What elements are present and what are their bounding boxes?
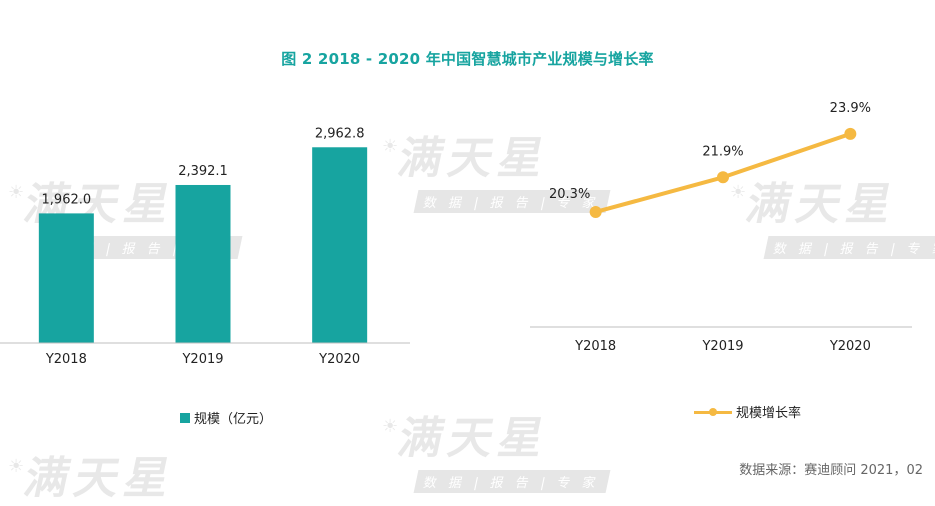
bar-y2020 [312,147,368,343]
chart-title: 图 2 2018 - 2020 年中国智慧城市产业规模与增长率 [281,50,654,68]
line-point-y2020 [844,127,857,140]
legend-line-label: 规模增长率 [736,406,802,421]
bar-x-tick-label: Y2020 [318,352,360,367]
bar-y2018 [38,213,94,343]
source-note: 数据来源：赛迪顾问 2021，02 [739,463,923,478]
legend-bar-swatch [180,412,190,423]
line-value-label: 20.3% [549,187,590,202]
line-x-tick-label: Y2019 [701,339,743,354]
bar-x-tick-label: Y2018 [45,352,87,367]
legend-line-swatch [694,407,732,417]
legend-bar: 规模（亿元） [180,408,272,427]
bar-value-label: 2,962.8 [315,126,365,141]
line-point-y2019 [717,171,729,184]
line-point-y2018 [589,205,602,218]
line-x-tick-label: Y2020 [829,339,871,354]
bar-value-label: 2,392.1 [178,164,228,179]
bar-chart: 1,962.0 Y2018 2,392.1 Y2019 2,962.8 Y2020 [0,126,410,367]
line-value-label: 23.9% [830,101,871,116]
line-chart: 20.3% Y2018 21.9% Y2019 23.9% Y2020 [530,101,912,354]
line-x-tick-label: Y2018 [574,339,616,354]
legend-line: 规模增长率 [694,402,801,421]
legend-bar-label: 规模（亿元） [194,412,273,427]
line-value-label: 21.9% [702,144,743,159]
bar-y2019 [175,184,231,343]
chart-canvas: 1,962.0 Y2018 2,392.1 Y2019 2,962.8 Y2020 20.… [0,101,912,367]
bar-x-tick-label: Y2019 [181,352,223,367]
bar-value-label: 1,962.0 [42,192,92,207]
